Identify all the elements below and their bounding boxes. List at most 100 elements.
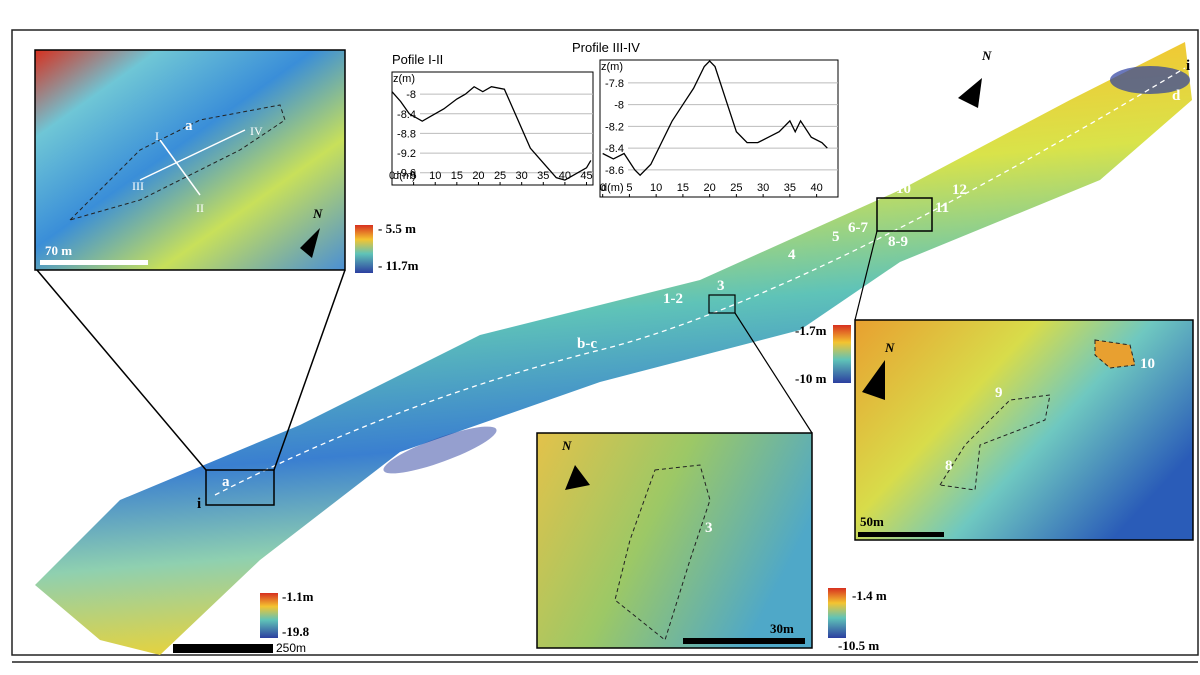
north-arrow xyxy=(958,78,982,108)
legend-label: -19.8 xyxy=(282,624,310,639)
feature-outline xyxy=(1094,339,1136,369)
connector xyxy=(734,312,813,434)
x-tick-label: 25 xyxy=(730,182,742,194)
site-label: 5 xyxy=(832,229,840,245)
legend-label: -10.5 m xyxy=(838,638,879,653)
north-arrow xyxy=(565,465,590,490)
x-tick-label: 40 xyxy=(810,182,822,194)
scale-label: 70 m xyxy=(45,243,72,258)
scale-bar xyxy=(173,644,273,653)
inset-a xyxy=(34,49,346,271)
site-label: 12 xyxy=(952,182,967,198)
site-label: 4 xyxy=(788,247,796,263)
x-tick-label: 0 xyxy=(389,170,395,182)
inset-label: I xyxy=(155,129,159,143)
legend-label: -1.7m xyxy=(795,323,827,338)
inset-box xyxy=(876,197,933,232)
frame xyxy=(11,29,1199,656)
inset-label: III xyxy=(132,179,144,193)
x-tick-label: 15 xyxy=(677,182,689,194)
chart-title: Pofile I-II xyxy=(392,52,443,67)
depression xyxy=(1110,66,1190,94)
x-axis-label: d(m) xyxy=(393,170,416,182)
x-tick-label: 20 xyxy=(472,170,484,182)
x-tick-label: 30 xyxy=(757,182,769,194)
x-tick-label: 10 xyxy=(429,170,441,182)
site-label: b-c xyxy=(577,336,597,352)
profile-line xyxy=(391,85,592,181)
y-tick-label: -9.6 xyxy=(397,168,416,180)
color-bar xyxy=(355,225,373,273)
y-tick-label: -8.6 xyxy=(605,165,624,177)
legend-label: -10 m xyxy=(795,371,827,386)
y-tick-label: -8 xyxy=(614,100,624,112)
inset-label: II xyxy=(196,201,204,215)
site-label: 8-9 xyxy=(888,234,908,250)
y-tick-label: -8.8 xyxy=(397,128,416,140)
north-arrow xyxy=(862,360,885,400)
connector xyxy=(36,269,207,471)
color-bar xyxy=(828,588,846,638)
x-tick-label: 20 xyxy=(704,182,716,194)
x-tick-label: 15 xyxy=(451,170,463,182)
profile-line xyxy=(602,60,828,177)
site-label: 3 xyxy=(717,278,725,294)
y-tick-label: -7.8 xyxy=(605,78,624,90)
scale-bar xyxy=(40,260,148,265)
inset-label: 8 xyxy=(945,458,953,474)
inset-label: 3 xyxy=(705,520,713,536)
profile-line xyxy=(139,129,246,181)
x-tick-label: 10 xyxy=(650,182,662,194)
x-tick-label: 5 xyxy=(626,182,632,194)
y-tick-label: -8.4 xyxy=(397,109,416,121)
y-tick-label: -8.2 xyxy=(605,121,624,133)
inset-label: 10 xyxy=(1140,356,1155,372)
legend-label: - 11.7m xyxy=(378,258,419,273)
inset-label: a xyxy=(185,118,193,134)
y-tick-label: -8 xyxy=(406,89,416,101)
bathymetry-strip xyxy=(35,42,1192,655)
scale-label: 30m xyxy=(770,621,794,636)
legend-label: -1.1m xyxy=(282,589,314,604)
inset-box xyxy=(205,469,275,506)
site-label: 11 xyxy=(935,200,949,216)
y-axis-label: z(m) xyxy=(601,61,623,73)
site-label: 1-2 xyxy=(663,291,683,307)
y-tick-label: -8.4 xyxy=(605,143,624,155)
legend-label: -1.4 m xyxy=(852,588,887,603)
x-tick-label: 30 xyxy=(516,170,528,182)
color-bar xyxy=(833,325,851,383)
scale-bar xyxy=(858,532,944,537)
feature-outline xyxy=(614,464,711,641)
y-tick-label: -9.2 xyxy=(397,148,416,160)
site-label: i xyxy=(1186,58,1190,74)
north-label: N xyxy=(884,340,895,355)
x-tick-label: 35 xyxy=(784,182,796,194)
y-axis-label: z(m) xyxy=(393,73,415,85)
plot-area xyxy=(391,71,594,186)
site-label: a xyxy=(222,474,230,490)
x-tick-label: 25 xyxy=(494,170,506,182)
x-tick-label: 35 xyxy=(537,170,549,182)
feature-outline xyxy=(68,104,286,222)
profile-line xyxy=(159,139,201,196)
chart-title: Profile III-IV xyxy=(572,40,640,55)
connector xyxy=(854,230,878,321)
inset-box xyxy=(708,294,736,314)
north-label: N xyxy=(561,438,572,453)
inset-label: IV xyxy=(250,124,263,138)
legend-label: - 5.5 m xyxy=(378,221,416,236)
inset-label: 9 xyxy=(995,385,1003,401)
site-label: i xyxy=(197,496,201,512)
scale-label: 50m xyxy=(860,514,884,529)
depression xyxy=(383,426,497,474)
north-label: N xyxy=(312,206,323,221)
feature-outline xyxy=(939,394,1051,491)
color-bar xyxy=(260,593,278,638)
north-arrow xyxy=(300,228,320,258)
scale-label: 250m xyxy=(276,641,306,655)
x-axis-label: d(m) xyxy=(601,182,624,194)
survey-track xyxy=(214,67,1186,496)
scale-bar xyxy=(683,638,805,644)
x-tick-label: 0 xyxy=(600,182,606,194)
